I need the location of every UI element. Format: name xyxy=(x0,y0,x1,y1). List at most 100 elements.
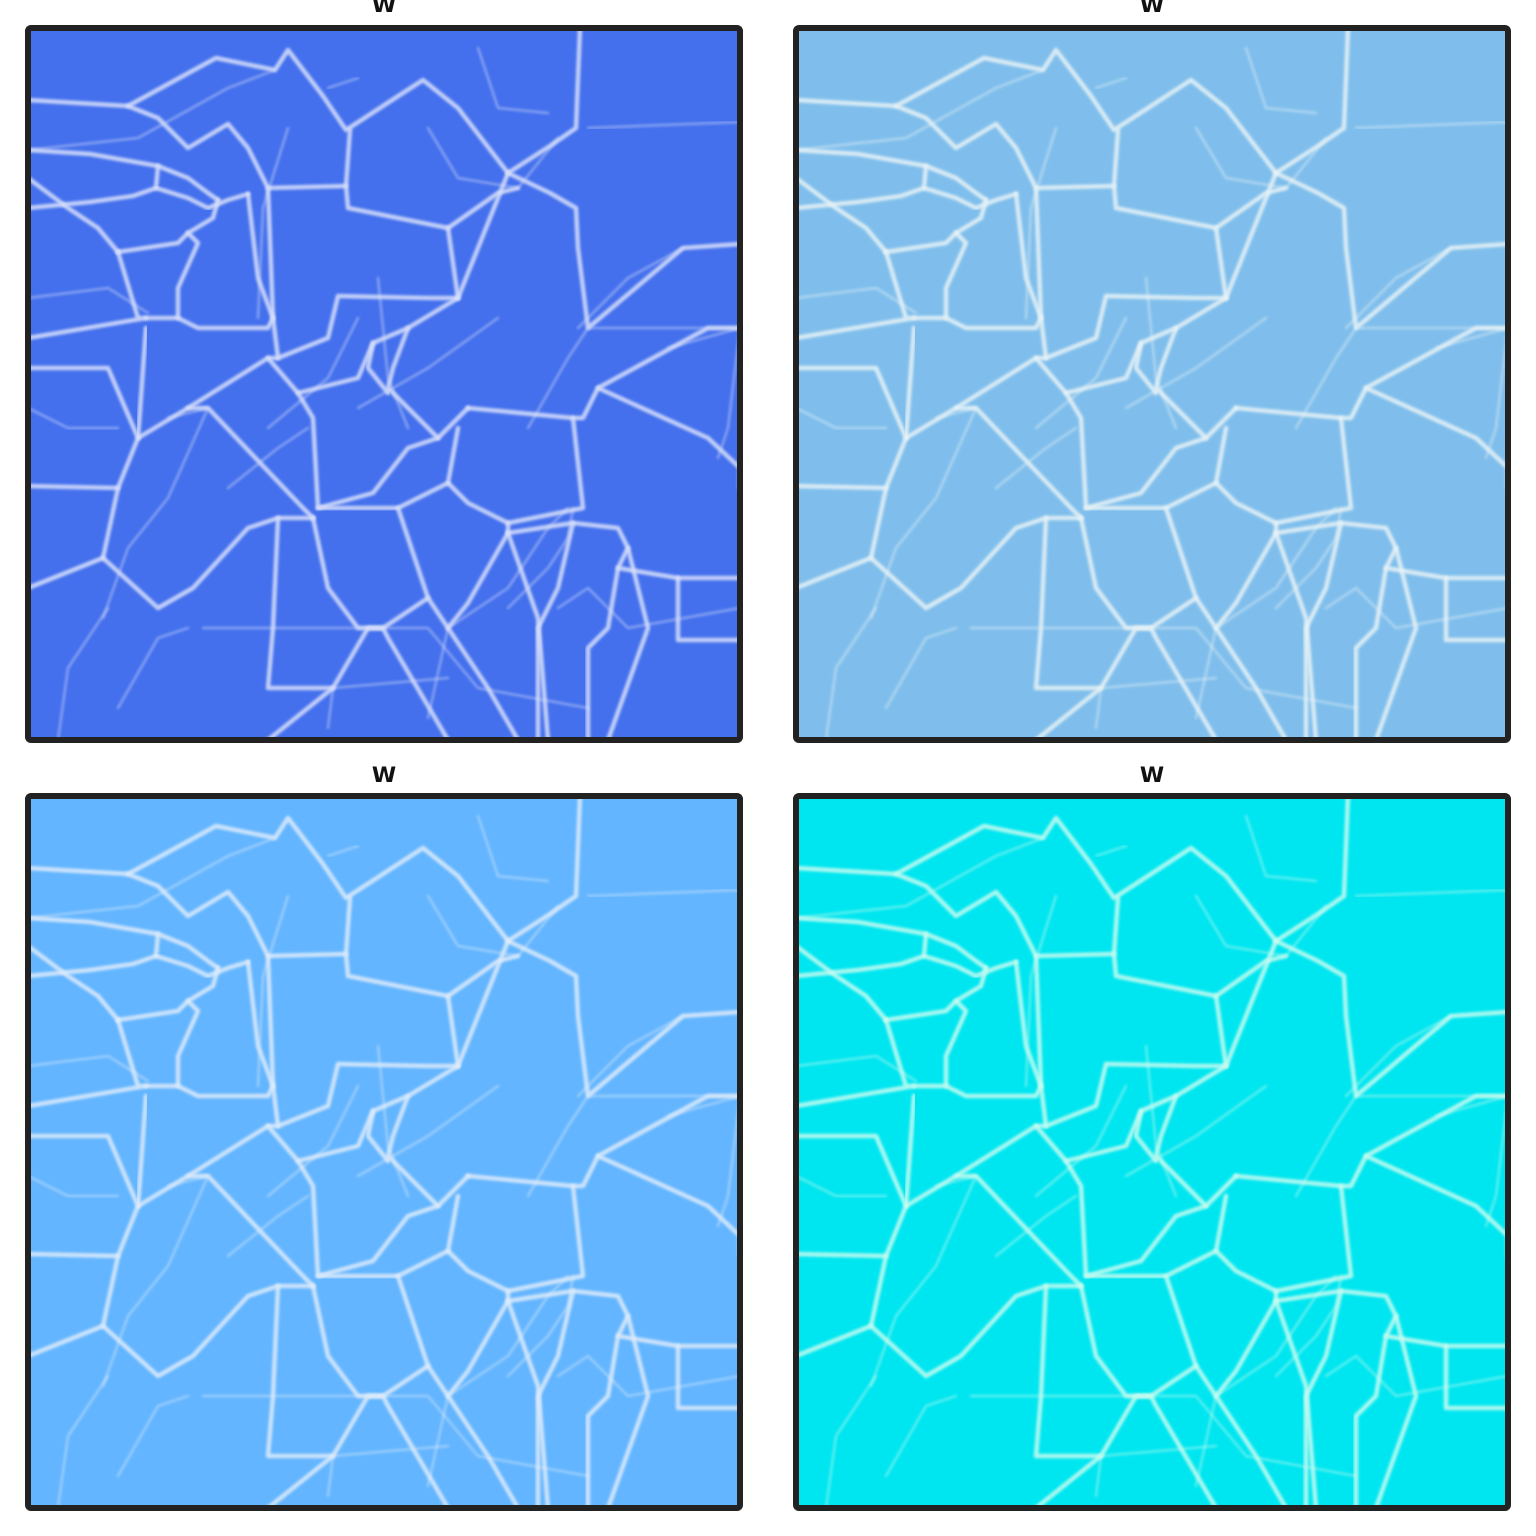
crack-edge xyxy=(376,1044,410,1198)
crack-edge xyxy=(943,185,1044,331)
crack-edge xyxy=(135,325,149,441)
crack-edge xyxy=(476,814,550,883)
crack-edge xyxy=(1033,1453,1104,1508)
crack-edge xyxy=(505,170,740,331)
crack-edge xyxy=(1273,170,1508,331)
crack-edge xyxy=(994,1194,1078,1258)
crack-edge xyxy=(1373,1313,1419,1508)
crack-edge xyxy=(1363,1153,1508,1259)
crack-edge xyxy=(1294,326,1508,430)
crack-edge xyxy=(1063,390,1239,511)
panel-background xyxy=(28,796,740,1508)
crack-edge xyxy=(56,1374,110,1508)
crack-edge xyxy=(1443,1343,1508,1411)
crack-edge xyxy=(505,520,740,581)
crack-edge xyxy=(796,1174,888,1198)
crack-edge xyxy=(1273,520,1508,581)
crack-edge xyxy=(1354,888,1508,898)
crack-edge xyxy=(595,1153,740,1259)
panel-background xyxy=(28,28,740,740)
crack-edge xyxy=(1233,325,1508,421)
crack-edge xyxy=(796,435,909,491)
crack-edge xyxy=(1344,246,1453,330)
crack-edge xyxy=(796,249,917,341)
crack-edge xyxy=(1373,545,1419,740)
crack-edge xyxy=(1213,1393,1289,1508)
crack-edge xyxy=(1144,276,1178,430)
crack-edge xyxy=(911,998,969,1089)
crack-edge xyxy=(605,545,651,740)
crack-edge xyxy=(28,435,141,491)
crack-edge xyxy=(1324,586,1508,630)
crack-edge xyxy=(1194,894,1328,958)
panel-title-bottom-right: W xyxy=(1139,766,1165,782)
crack-edge xyxy=(153,185,251,211)
crack-edge xyxy=(28,796,583,944)
panel-title-top-right: W xyxy=(1052,0,1252,12)
crack-edge xyxy=(1274,506,1343,610)
crack-edge xyxy=(1324,1354,1508,1398)
crack-edge xyxy=(1194,126,1328,190)
crack-edge xyxy=(115,197,221,255)
panel-bottom-left xyxy=(25,793,743,1511)
crack-edge xyxy=(1034,316,1128,430)
crack-edge xyxy=(465,325,740,421)
crack-edge xyxy=(1163,1273,1279,1399)
crack-edge xyxy=(365,340,391,396)
crack-edge xyxy=(1063,1158,1239,1279)
crack-edge xyxy=(675,575,740,643)
crack-edge xyxy=(265,515,431,691)
crack-edge xyxy=(28,286,150,315)
crack-edge xyxy=(1273,1298,1319,1508)
crack-edge xyxy=(1078,1283,1219,1508)
crack-edge xyxy=(115,965,221,1023)
crack-edge xyxy=(1033,515,1199,691)
crack-edge xyxy=(869,1174,978,1388)
crack-edge xyxy=(535,520,576,740)
crack-edge xyxy=(1038,170,1279,361)
crack-edge xyxy=(265,1283,431,1459)
crack-edge xyxy=(28,406,120,430)
crack-edge xyxy=(1033,685,1104,740)
crack-edge xyxy=(1163,505,1279,631)
crack-edge xyxy=(1244,46,1318,115)
crack-edge xyxy=(1078,515,1219,740)
crack-edge xyxy=(315,1248,451,1279)
crack-edge xyxy=(295,390,471,511)
crack-edge xyxy=(295,1158,471,1279)
crack-edge xyxy=(586,120,740,130)
crack-edge xyxy=(1274,1274,1343,1378)
crack-edge xyxy=(883,197,989,255)
crack-edge xyxy=(266,316,360,430)
crack-network xyxy=(796,28,1508,740)
crack-edge xyxy=(585,1333,621,1508)
crack-edge xyxy=(135,1093,149,1209)
crack-edge xyxy=(796,175,889,255)
crack-edge xyxy=(326,676,450,730)
crack-edge xyxy=(1353,1333,1389,1508)
crack-edge xyxy=(1083,1248,1219,1279)
crack-edge xyxy=(315,480,451,511)
crack-edge xyxy=(310,515,451,740)
crack-edge xyxy=(675,1343,740,1411)
crack-edge xyxy=(1083,480,1219,511)
crack-edge xyxy=(505,938,740,1099)
crack-edge xyxy=(1094,76,1128,90)
crack-edge xyxy=(245,959,276,1089)
crack-edge xyxy=(796,931,929,979)
crack-edge xyxy=(1094,1444,1218,1498)
crack-edge xyxy=(796,1253,889,1359)
crack-edge xyxy=(576,1014,685,1098)
crack-edge xyxy=(28,1017,149,1109)
crack-edge xyxy=(265,295,461,396)
crack-edge xyxy=(953,1173,1084,1289)
crack-edge xyxy=(445,415,586,526)
crack-edge xyxy=(426,1274,570,1488)
crack-edge xyxy=(796,485,889,591)
crack-edge xyxy=(365,1108,391,1164)
crack-edge xyxy=(903,325,917,441)
crack-edge xyxy=(256,126,290,320)
crack-edge xyxy=(445,1183,586,1294)
crack-edge xyxy=(796,286,918,315)
